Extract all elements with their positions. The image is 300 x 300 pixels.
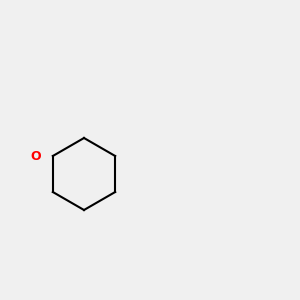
Text: O: O: [31, 149, 41, 163]
